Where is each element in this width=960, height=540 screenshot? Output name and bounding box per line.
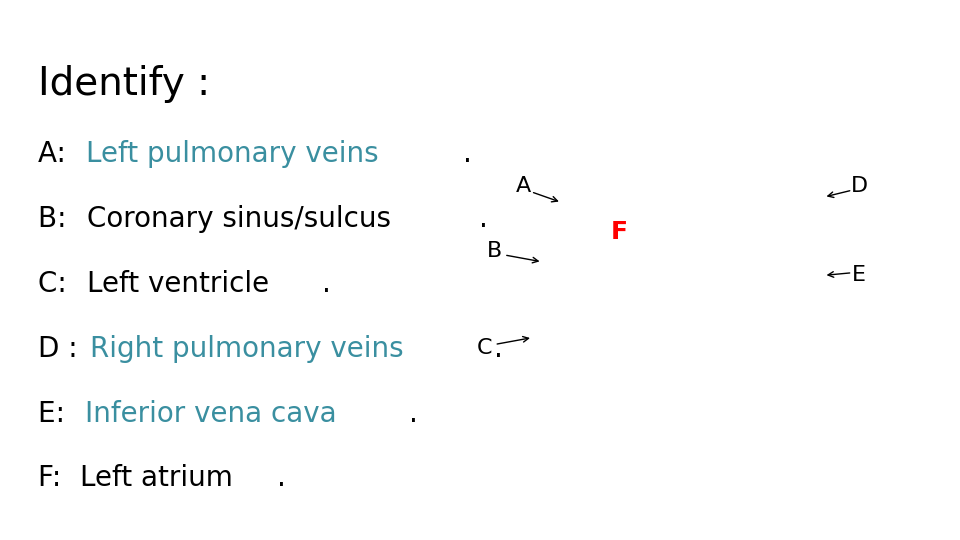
Text: E: E — [852, 265, 866, 286]
Text: .: . — [494, 335, 503, 363]
Text: .: . — [409, 400, 419, 428]
Text: D :: D : — [38, 335, 78, 363]
Text: Left ventricle: Left ventricle — [87, 270, 269, 298]
Text: Right pulmonary veins: Right pulmonary veins — [89, 335, 403, 363]
Text: Coronary sinus/sulcus: Coronary sinus/sulcus — [86, 205, 391, 233]
Text: .: . — [464, 140, 472, 168]
Text: F:: F: — [38, 464, 70, 492]
Text: .: . — [322, 270, 331, 298]
Text: C:: C: — [38, 270, 76, 298]
Text: .: . — [277, 464, 286, 492]
Text: B: B — [487, 241, 502, 261]
Text: F: F — [611, 220, 628, 244]
Text: Left pulmonary veins: Left pulmonary veins — [85, 140, 378, 168]
Text: A: A — [516, 176, 531, 197]
Text: .: . — [479, 205, 488, 233]
Text: A:: A: — [38, 140, 75, 168]
Text: B:: B: — [38, 205, 76, 233]
Text: C: C — [477, 338, 492, 359]
Text: Inferior vena cava: Inferior vena cava — [84, 400, 336, 428]
Text: D: D — [851, 176, 868, 197]
Text: E:: E: — [38, 400, 74, 428]
Text: Identify :: Identify : — [38, 65, 210, 103]
Text: Left atrium: Left atrium — [80, 464, 232, 492]
